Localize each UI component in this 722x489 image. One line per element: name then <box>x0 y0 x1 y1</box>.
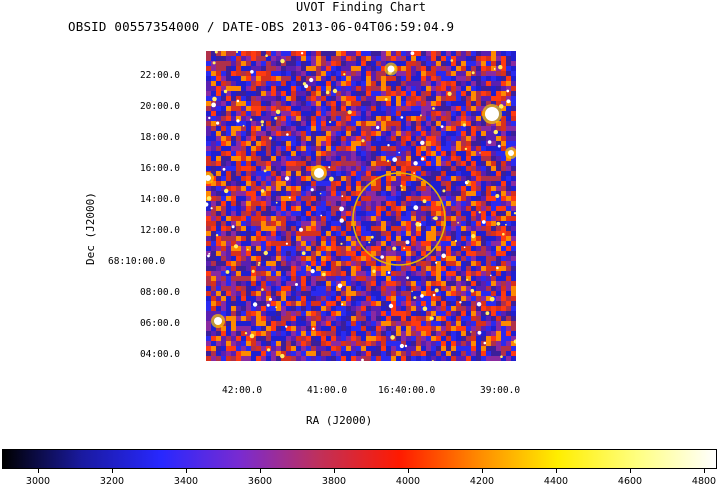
colorbar-tick-label: 4400 <box>543 476 569 487</box>
dec-tick-label: 06:00.0 <box>139 318 180 329</box>
colorbar-tick-mark <box>482 469 483 473</box>
colorbar-tick-mark <box>630 469 631 473</box>
dec-tick-label: 08:00.0 <box>139 287 180 298</box>
chart-title: UVOT Finding Chart <box>295 0 427 14</box>
dec-tick-label: 20:00.0 <box>139 101 180 112</box>
dec-tick-label: 12:00.0 <box>139 225 180 236</box>
colorbar-tick-mark <box>38 469 39 473</box>
sky-image <box>206 51 516 361</box>
colorbar-tick-label: 4200 <box>469 476 495 487</box>
dec-tick-label: 68:10:00.0 <box>108 256 166 267</box>
colorbar <box>2 449 717 469</box>
ra-tick-label: 42:00.0 <box>222 385 263 396</box>
colorbar-tick-mark <box>112 469 113 473</box>
colorbar-tick-mark <box>408 469 409 473</box>
colorbar-tick-label: 4800 <box>691 476 717 487</box>
dec-tick-label: 04:00.0 <box>139 349 180 360</box>
dec-tick-label: 18:00.0 <box>139 132 180 143</box>
chart-subtitle: OBSID 00557354000 / DATE-OBS 2013-06-04T… <box>68 19 455 34</box>
target-circle <box>352 172 446 266</box>
dec-tick-label: 22:00.0 <box>139 70 180 81</box>
colorbar-tick-label: 3200 <box>99 476 125 487</box>
colorbar-tick-label: 3800 <box>321 476 347 487</box>
sky-field <box>206 51 516 361</box>
ra-tick-label: 41:00.0 <box>307 385 348 396</box>
colorbar-tick-label: 3000 <box>25 476 51 487</box>
colorbar-tick-label: 3400 <box>173 476 199 487</box>
ra-tick-label: 39:00.0 <box>480 385 521 396</box>
colorbar-tick-mark <box>704 469 705 473</box>
colorbar-tick-label: 3600 <box>247 476 273 487</box>
colorbar-tick-label: 4600 <box>617 476 643 487</box>
dec-tick-label: 14:00.0 <box>139 194 180 205</box>
colorbar-tick-mark <box>334 469 335 473</box>
colorbar-tick-label: 4000 <box>395 476 421 487</box>
ra-tick-label: 16:40:00.0 <box>378 385 436 396</box>
dec-axis-label: Dec (J2000) <box>84 192 97 265</box>
colorbar-tick-mark <box>186 469 187 473</box>
colorbar-tick-mark <box>260 469 261 473</box>
dec-tick-label: 16:00.0 <box>139 163 180 174</box>
ra-axis-label: RA (J2000) <box>306 414 373 427</box>
colorbar-tick-mark <box>556 469 557 473</box>
